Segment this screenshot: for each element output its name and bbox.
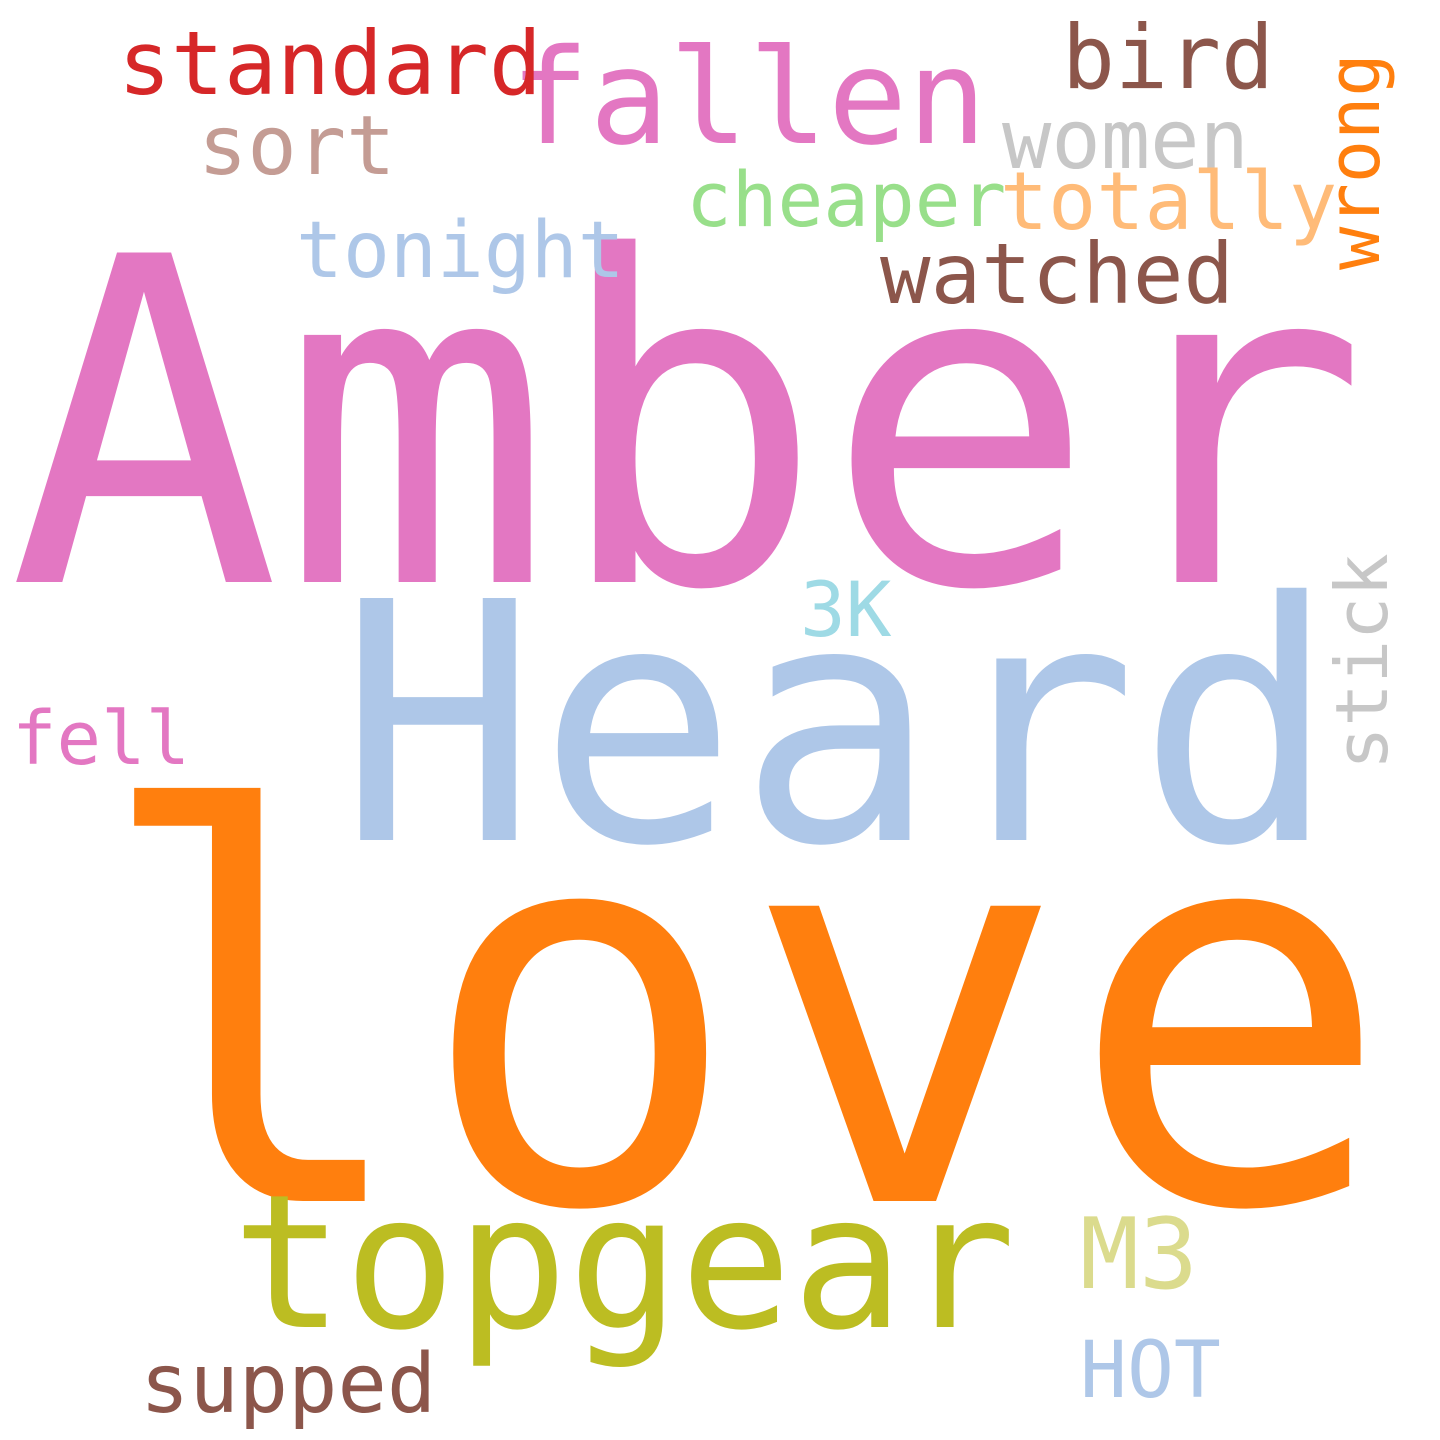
word-fell: fell bbox=[12, 696, 191, 782]
word-totally: totally bbox=[1000, 155, 1338, 248]
word-m3: M3 bbox=[1080, 1198, 1199, 1312]
word-3k: 3K bbox=[800, 565, 892, 654]
word-standard: standard bbox=[118, 12, 542, 115]
word-hot: HOT bbox=[1080, 1326, 1221, 1416]
word-topgear: topgear bbox=[232, 1154, 1016, 1371]
word-tonight: tonight bbox=[296, 206, 625, 296]
word-sort: sort bbox=[198, 99, 396, 194]
word-stick: stick bbox=[1320, 553, 1404, 770]
word-women: women bbox=[1002, 93, 1249, 188]
word-bird: bird bbox=[1062, 6, 1274, 109]
word-heard: Heard bbox=[338, 533, 1338, 919]
word-fallen: fallen bbox=[510, 21, 987, 175]
word-supped: supped bbox=[140, 1337, 437, 1432]
word-watched: watched bbox=[880, 225, 1235, 323]
word-cheaper: cheaper bbox=[686, 155, 1007, 244]
word-love: love bbox=[92, 701, 1393, 1329]
word-wrong: wrong bbox=[1312, 53, 1396, 270]
word-amber: Amber bbox=[8, 162, 1369, 689]
